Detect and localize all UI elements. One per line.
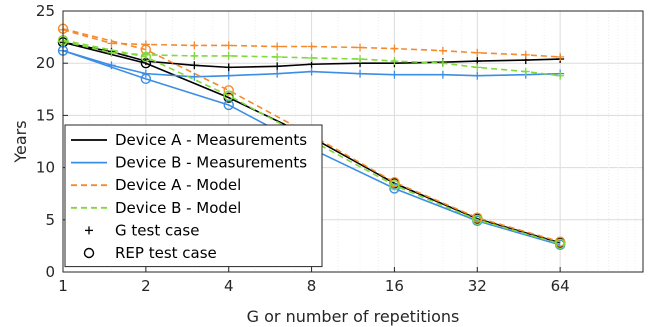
y-axis-label: Years [11, 120, 30, 163]
data-point-circle [389, 183, 400, 194]
data-point-plus [85, 226, 93, 235]
y-tick-label: 20 [36, 54, 55, 72]
legend-item: Device A - Measurements [71, 131, 307, 149]
data-point-plus [224, 63, 233, 72]
legend-label: Device A - Measurements [115, 131, 307, 149]
data-point-plus [190, 72, 199, 81]
data-point-plus [107, 48, 116, 57]
x-tick-label: 16 [385, 277, 404, 295]
x-axis-label: G or number of repetitions [247, 307, 460, 326]
legend-label: Device A - Model [115, 176, 241, 194]
data-point-plus [390, 44, 399, 53]
data-point-plus [273, 62, 282, 71]
data-point-plus [224, 41, 233, 50]
x-tick-label: 1 [58, 277, 68, 295]
legend-box [64, 124, 323, 268]
y-tick-label: 25 [36, 2, 55, 20]
data-point-plus [224, 71, 233, 80]
series-6 [59, 37, 565, 80]
data-point-circle [83, 247, 95, 259]
data-point-plus [438, 59, 447, 68]
x-tick-label: 8 [307, 277, 317, 295]
data-point-plus [307, 42, 316, 51]
data-point-plus [141, 40, 150, 49]
data-point-circle [554, 238, 566, 250]
legend-item: Device A - Model [71, 176, 241, 194]
x-tick-label: 4 [224, 277, 234, 295]
data-point-plus [190, 51, 199, 60]
data-point-plus [190, 41, 199, 50]
data-point-plus [190, 61, 199, 70]
data-point-plus [521, 50, 530, 59]
legend-label: Device B - Model [115, 199, 241, 217]
y-tick-label: 5 [45, 211, 55, 229]
data-point-plus [273, 42, 282, 51]
data-point-circle [223, 90, 234, 101]
legend: Device A - Measurements Device B - Measur… [64, 124, 323, 268]
data-point-plus [273, 69, 282, 78]
data-point-plus [521, 67, 530, 76]
legend-label: Device B - Measurements [115, 154, 307, 172]
data-point-circle [472, 214, 483, 226]
y-tick-label: 10 [36, 159, 55, 177]
data-point-plus [307, 67, 316, 76]
x-tick-label: 32 [468, 277, 487, 295]
data-point-plus [390, 70, 399, 79]
data-point-circle [140, 51, 152, 63]
data-point-plus [556, 52, 565, 61]
legend-item: G test case [85, 221, 199, 239]
data-point-circle [389, 180, 400, 191]
data-point-plus [356, 55, 365, 64]
data-point-plus [473, 71, 482, 80]
legend-item: Device B - Measurements [71, 154, 307, 172]
data-point-plus [438, 46, 447, 55]
data-point-circle [140, 73, 152, 85]
y-tick-label: 0 [45, 263, 55, 281]
legend-item: Device B - Model [71, 199, 241, 217]
legend-item: REP test case [83, 244, 217, 262]
data-point-plus [273, 52, 282, 61]
plot-frame [62, 10, 644, 273]
legend-label: G test case [115, 221, 199, 239]
data-point-plus [307, 53, 316, 62]
series-4 [59, 25, 565, 61]
x-tick-label: 2 [141, 277, 151, 295]
data-point-plus [473, 48, 482, 57]
x-tick-label: 64 [551, 277, 570, 295]
legend-label: REP test case [115, 244, 217, 262]
data-point-plus [356, 43, 365, 52]
data-point-plus [141, 69, 150, 78]
data-point-plus [390, 57, 399, 66]
data-point-plus [556, 71, 565, 80]
y-tick-label: 15 [36, 106, 55, 124]
data-point-plus [224, 51, 233, 60]
data-point-circle [389, 177, 400, 188]
data-point-plus [356, 69, 365, 78]
data-point-plus [473, 63, 482, 72]
data-point-plus [438, 70, 447, 79]
data-point-plus [107, 39, 116, 48]
